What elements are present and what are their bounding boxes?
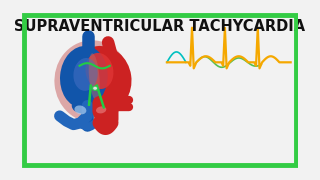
Ellipse shape bbox=[72, 98, 92, 113]
Ellipse shape bbox=[71, 46, 132, 113]
Ellipse shape bbox=[75, 105, 86, 114]
Text: SUPRAVENTRICULAR TACHYCARDIA: SUPRAVENTRICULAR TACHYCARDIA bbox=[14, 19, 306, 34]
Ellipse shape bbox=[73, 58, 98, 91]
Ellipse shape bbox=[91, 99, 115, 116]
Ellipse shape bbox=[96, 106, 106, 113]
Ellipse shape bbox=[54, 40, 131, 122]
Ellipse shape bbox=[85, 53, 113, 89]
Ellipse shape bbox=[60, 46, 108, 108]
Ellipse shape bbox=[92, 86, 98, 90]
Ellipse shape bbox=[89, 53, 100, 101]
